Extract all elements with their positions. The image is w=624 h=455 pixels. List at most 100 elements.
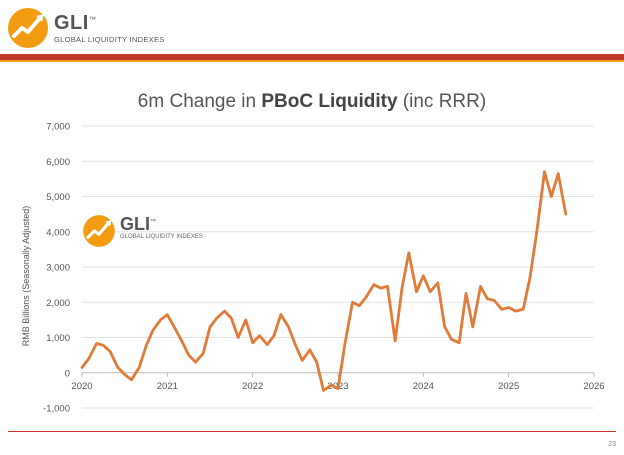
data-point — [216, 317, 218, 319]
logo-subtitle: GLOBAL LIQUIDITY INDEXES — [54, 35, 165, 44]
data-point — [422, 275, 425, 277]
data-point — [415, 290, 418, 293]
y-tick-label: 1,000 — [46, 333, 70, 344]
data-point — [330, 384, 333, 386]
data-point — [159, 319, 162, 321]
y-tick-label: 6,000 — [46, 157, 70, 168]
watermark-logo-icon — [83, 215, 115, 247]
data-point — [351, 301, 354, 304]
series-line — [80, 170, 568, 392]
data-point — [138, 366, 140, 369]
data-point — [81, 366, 83, 369]
chart-watermark: GLI™ GLOBAL LIQUIDITY INDEXES — [80, 208, 220, 254]
data-point — [280, 313, 282, 316]
y-tick-label: 0 — [65, 368, 70, 379]
data-point — [501, 308, 503, 311]
data-point — [209, 326, 211, 328]
data-point — [230, 317, 233, 319]
data-point — [401, 287, 403, 289]
y-tick-label: 2,000 — [46, 298, 70, 309]
data-point — [365, 296, 368, 298]
header-accent-band — [0, 60, 624, 62]
page-number: 23 — [608, 441, 616, 448]
header-band — [0, 54, 624, 60]
data-point — [458, 342, 461, 344]
x-tick-label: 2024 — [413, 381, 434, 392]
x-tick-label: 2021 — [157, 381, 178, 392]
data-point — [145, 345, 147, 348]
data-point — [130, 379, 133, 381]
data-point — [429, 290, 432, 293]
data-point — [472, 326, 474, 328]
y-tick-label: 5,000 — [46, 192, 70, 203]
data-point — [123, 373, 126, 376]
x-tick-label: 2026 — [583, 381, 604, 392]
data-point — [394, 340, 397, 342]
data-point — [543, 171, 546, 173]
y-axis-ticks: 7,000 6,000 5,000 4,000 3,000 2,000 1,000 0 -1,0… — [43, 122, 70, 415]
data-point — [301, 359, 304, 362]
data-point — [245, 319, 247, 321]
series-group — [80, 170, 568, 392]
data-point — [479, 285, 482, 288]
x-tick-label: 2020 — [71, 381, 92, 392]
y-tick-label: 7,000 — [46, 122, 70, 133]
data-point — [88, 357, 90, 360]
data-point — [522, 308, 524, 311]
data-point — [507, 306, 510, 309]
data-point — [266, 343, 269, 346]
data-point — [514, 310, 517, 312]
data-point — [109, 350, 111, 353]
header-logo: GLI™ GLOBAL LIQUIDITY INDEXES — [4, 4, 204, 52]
data-point — [344, 343, 346, 346]
data-point — [322, 389, 325, 392]
y-tick-label: 4,000 — [46, 227, 70, 238]
data-point — [258, 334, 261, 337]
data-point — [117, 366, 119, 369]
data-point — [187, 354, 190, 356]
data-point — [309, 349, 311, 351]
data-point — [223, 310, 226, 312]
data-point — [486, 297, 489, 300]
grid-lines — [81, 125, 595, 409]
data-point — [181, 340, 183, 342]
y-tick-label: 3,000 — [46, 263, 70, 274]
data-point — [437, 282, 439, 284]
data-point — [450, 338, 453, 341]
data-point — [202, 352, 204, 355]
watermark-name: GLI™ — [120, 214, 156, 234]
data-point — [443, 326, 446, 328]
data-point — [251, 342, 254, 344]
x-tick-label: 2022 — [242, 381, 263, 392]
data-point — [337, 387, 339, 390]
watermark-subtitle: GLOBAL LIQUIDITY INDEXES — [120, 234, 203, 240]
y-tick-label: -1,000 — [43, 404, 70, 415]
data-point — [358, 305, 361, 307]
data-point — [273, 334, 275, 337]
data-point — [315, 361, 318, 364]
data-point — [536, 231, 538, 233]
data-point — [294, 343, 297, 346]
chart-title: 6m Change in PBoC Liquidity (inc RRR) — [137, 91, 487, 112]
data-point — [529, 276, 531, 279]
data-point — [102, 344, 105, 347]
data-point — [95, 342, 98, 345]
data-point — [173, 326, 175, 328]
data-point — [493, 299, 496, 302]
data-point — [408, 252, 410, 254]
data-point — [166, 313, 169, 316]
data-point — [386, 285, 389, 288]
data-point — [373, 283, 375, 286]
logo-name: GLI™ — [54, 12, 97, 34]
data-point — [565, 213, 567, 215]
gli-logo-icon — [8, 8, 48, 48]
data-point — [550, 195, 553, 198]
data-point — [194, 361, 197, 364]
data-point — [465, 292, 467, 295]
x-tick-label: 2025 — [498, 381, 519, 392]
data-point — [379, 287, 382, 289]
footer-rule — [8, 431, 616, 432]
data-point — [237, 336, 239, 339]
data-point — [287, 326, 290, 328]
